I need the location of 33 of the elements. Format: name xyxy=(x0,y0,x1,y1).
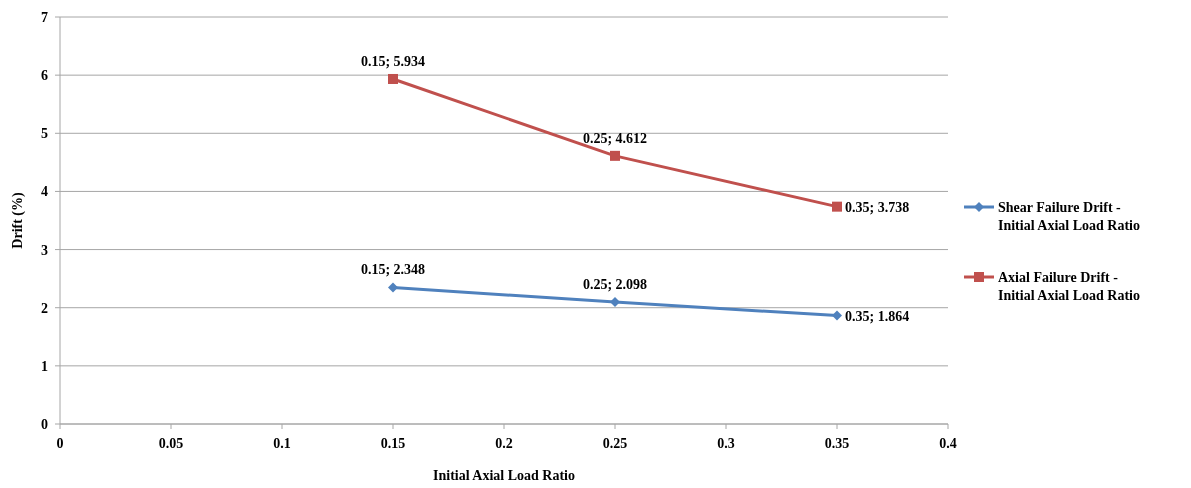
data-label: 0.15; 5.934 xyxy=(360,53,426,69)
y-tick-label: 4 xyxy=(41,184,48,200)
legend-label: Axial Failure Drift - Initial Axial Load Ratio xyxy=(998,270,1140,303)
x-tick-label: 0.25 xyxy=(602,436,628,451)
data-label: 0.35; 1.864 xyxy=(845,308,910,324)
x-tick-label: 0.15 xyxy=(380,436,406,451)
x-tick-label: 0 xyxy=(56,436,64,451)
x-tick-label: 0.3 xyxy=(717,436,735,451)
data-label: 0.35; 3.738 xyxy=(845,199,910,215)
point xyxy=(388,73,398,84)
y-tick-label: 0 xyxy=(41,417,48,432)
x-tick-label: 0.1 xyxy=(273,436,291,451)
x-tick-label: 0.35 xyxy=(824,436,850,451)
y-tick-label: 5 xyxy=(41,126,48,142)
y-tick-label: 7 xyxy=(41,10,48,25)
y-tick-label: 1 xyxy=(41,358,48,374)
y-tick-label: 3 xyxy=(41,242,48,258)
data-label: 0.15; 2.348 xyxy=(360,262,426,278)
x-tick-label: 0.2 xyxy=(495,436,513,451)
point xyxy=(610,150,620,161)
data-label: 0.25; 2.098 xyxy=(582,277,648,293)
point xyxy=(388,282,398,293)
legend-label: Shear Failure Drift - Initial Axial Load Ratio xyxy=(998,200,1140,233)
data-label: 0.25; 4.612 xyxy=(582,130,648,146)
y-axis-title: Drift (%) xyxy=(10,191,26,249)
x-axis-title: Initial Axial Load Ratio xyxy=(433,468,575,483)
point xyxy=(610,297,620,308)
point xyxy=(832,201,842,212)
y-tick-label: 2 xyxy=(41,300,48,316)
y-tick-label: 6 xyxy=(41,68,48,84)
point xyxy=(832,310,842,321)
x-tick-label: 0.05 xyxy=(158,436,184,451)
x-tick-label: 0.4 xyxy=(939,436,957,451)
